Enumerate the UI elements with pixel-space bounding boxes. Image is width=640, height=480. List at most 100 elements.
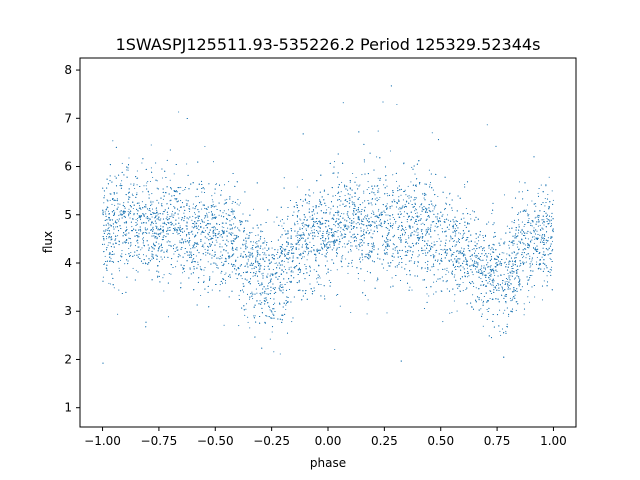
data-point [480, 278, 482, 280]
data-point [482, 235, 484, 237]
data-point [524, 244, 527, 246]
data-point [392, 253, 394, 255]
data-point [373, 211, 375, 213]
data-point [352, 237, 354, 239]
data-point [339, 231, 341, 233]
data-point [114, 239, 116, 241]
data-point [332, 232, 334, 234]
data-point [457, 283, 459, 285]
data-point [112, 140, 114, 142]
data-point [121, 253, 123, 255]
data-point [313, 213, 315, 215]
data-point [306, 248, 308, 250]
data-point [433, 281, 435, 283]
data-point [141, 162, 143, 164]
data-point [273, 351, 275, 353]
data-point [296, 234, 298, 236]
data-point [350, 242, 352, 244]
data-point [541, 237, 543, 239]
data-point [424, 267, 426, 269]
data-point [300, 219, 302, 221]
data-point [135, 269, 137, 271]
data-point [399, 235, 401, 237]
data-point [186, 203, 188, 205]
data-point [189, 244, 191, 246]
data-point [551, 236, 553, 238]
data-point [454, 228, 456, 230]
data-point [474, 241, 476, 243]
data-point [335, 249, 337, 251]
data-point [548, 219, 550, 221]
data-point [215, 239, 217, 241]
data-point [257, 263, 259, 265]
data-point [182, 272, 184, 274]
data-point [231, 202, 233, 204]
data-point [163, 211, 165, 213]
data-point [301, 178, 303, 181]
data-point [328, 279, 330, 281]
data-point [285, 248, 287, 250]
data-point [416, 241, 418, 244]
data-point [493, 286, 495, 288]
data-point [303, 256, 305, 258]
data-point [310, 232, 312, 234]
data-point [183, 240, 185, 243]
data-point [398, 196, 400, 198]
data-point [464, 183, 466, 186]
data-point [306, 259, 308, 261]
data-point [424, 245, 426, 247]
data-point [425, 228, 427, 230]
data-point [376, 227, 378, 229]
data-point [527, 213, 529, 215]
data-point [221, 246, 223, 248]
data-point [190, 248, 192, 250]
data-point [431, 132, 433, 134]
data-point [550, 224, 552, 226]
data-point [151, 208, 154, 210]
data-point [299, 218, 301, 220]
data-point [417, 242, 420, 244]
data-point [415, 185, 417, 188]
data-point [118, 289, 120, 291]
data-point [244, 243, 246, 245]
data-point [143, 185, 145, 187]
data-point [334, 194, 337, 197]
data-point [471, 248, 473, 251]
data-point [221, 261, 223, 263]
data-point [392, 174, 394, 176]
data-point [126, 169, 128, 171]
data-point [429, 182, 432, 184]
data-point [138, 233, 140, 235]
data-point [466, 276, 469, 278]
data-point [112, 198, 114, 200]
data-point [317, 235, 319, 238]
data-point [367, 181, 369, 183]
data-point [309, 267, 311, 269]
data-point [511, 221, 513, 223]
data-point [355, 240, 357, 242]
data-point [184, 253, 186, 255]
data-point [270, 290, 272, 292]
data-point [273, 308, 275, 310]
data-point [353, 240, 355, 243]
data-point [346, 229, 348, 231]
data-point [162, 211, 164, 213]
data-point [264, 240, 266, 242]
data-point [407, 185, 409, 187]
data-point [521, 191, 524, 193]
data-point [325, 205, 327, 207]
data-point [540, 184, 542, 186]
data-point [541, 256, 543, 258]
data-point [212, 271, 214, 273]
data-point [133, 214, 135, 216]
data-point [156, 187, 158, 189]
data-point [269, 279, 271, 281]
data-point [305, 239, 307, 241]
data-point [533, 247, 535, 249]
data-point [463, 217, 465, 219]
data-point [203, 221, 205, 223]
data-point [520, 242, 522, 245]
data-point [347, 189, 349, 191]
data-point [405, 226, 407, 228]
data-point [140, 208, 142, 210]
